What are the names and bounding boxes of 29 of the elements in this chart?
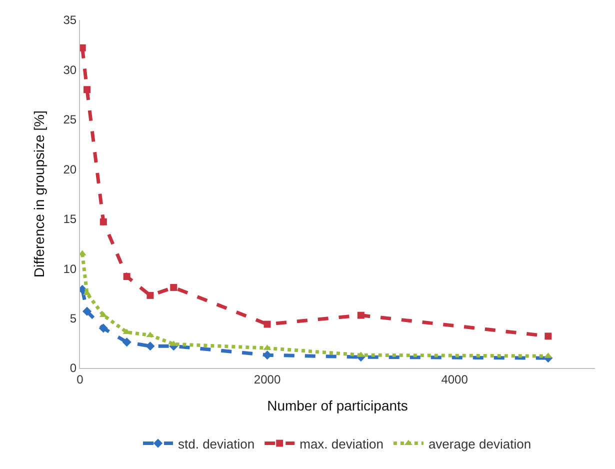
y-tick-label: 35 <box>63 13 77 28</box>
point <box>264 320 271 328</box>
y-tick-label: 25 <box>63 112 77 127</box>
x-tick-label: 2000 <box>254 372 281 386</box>
point <box>84 86 91 94</box>
y-axis-title: Difference in groupsize [%] <box>30 110 47 278</box>
point <box>99 312 108 318</box>
point <box>98 324 108 333</box>
y-tick-label: 5 <box>70 311 77 326</box>
y-tick-label: 10 <box>63 262 77 276</box>
y-tick-label: 0 <box>70 361 77 376</box>
point <box>123 273 130 280</box>
x-axis-title: Number of participants <box>267 398 408 414</box>
x-tick-label: 4000 <box>441 372 468 386</box>
legend-label: average deviation <box>428 436 532 452</box>
point <box>80 44 86 52</box>
point <box>170 284 178 291</box>
point <box>82 306 92 316</box>
legend-label: std. deviation <box>178 436 255 452</box>
y-tick-label: 15 <box>63 212 77 226</box>
y-tick-label: 30 <box>63 62 77 77</box>
legend-label: max. deviation <box>300 436 384 452</box>
point <box>544 332 552 340</box>
point <box>357 312 364 319</box>
point <box>122 338 132 347</box>
point <box>146 342 155 351</box>
y-tick-label: 20 <box>63 162 77 176</box>
point <box>146 292 154 299</box>
point <box>100 218 107 226</box>
